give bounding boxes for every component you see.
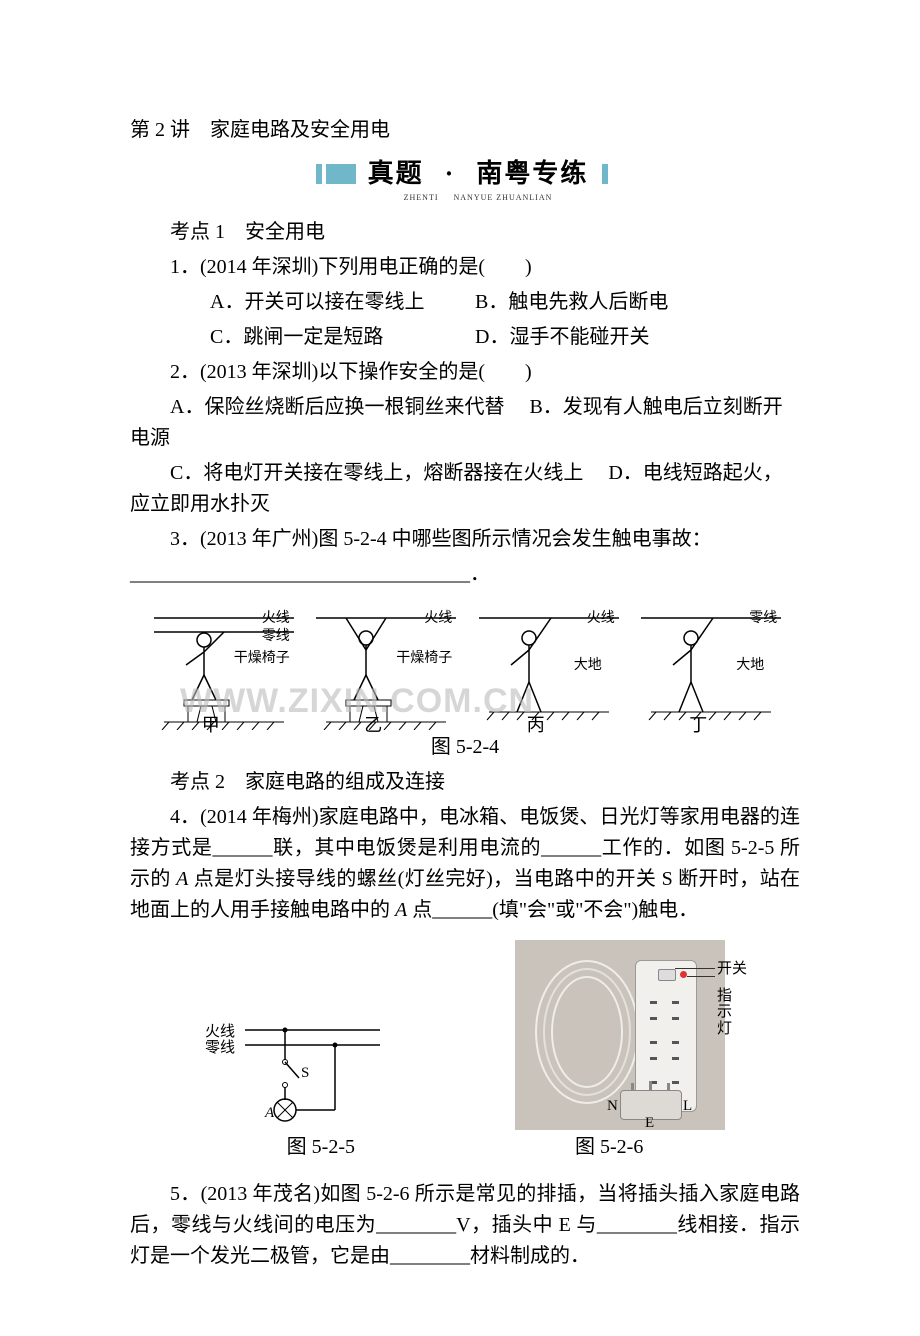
fig524-row: WWW.ZIXIN.COM.CN (130, 600, 800, 730)
banner-sub-right: NANYUE ZHUANLIAN (454, 193, 553, 202)
q4: 4．(2014 年梅州)家庭电路中，电冰箱、电饭煲、日光灯等家用电器的连接方式是… (130, 802, 800, 926)
fig525-caption: 图 5-2-5 (287, 1132, 355, 1163)
line-led (687, 976, 715, 977)
lbl-L: L (683, 1095, 692, 1118)
banner-sub-left: ZHENTI (404, 193, 439, 202)
fig-5-2-5: 火线 零线 S A (205, 990, 385, 1130)
banner: 真题 · 南粤专练 ZHENTI NANYUE ZHUANLIAN (130, 154, 800, 205)
banner-right: 南粤专练 (476, 159, 588, 188)
q1-stem: 1．(2014 年深圳)下列用电正确的是( ) (130, 252, 800, 283)
q2-C: C．将电灯开关接在零线上，熔断器接在火线上 (170, 462, 583, 484)
lbl-N: N (607, 1095, 618, 1118)
kp1: 考点 1 安全用电 (130, 217, 800, 248)
fig-5-2-4: WWW.ZIXIN.COM.CN (130, 600, 800, 763)
q1-C: C．跳闸一定是短路 (170, 322, 430, 353)
q2-A: A．保险丝烧断后应换一根铜丝来代替 (170, 396, 504, 418)
banner-left: 真题 (368, 159, 424, 188)
lecture-title: 第 2 讲 家庭电路及安全用电 (130, 115, 800, 146)
strip-switch (658, 969, 676, 981)
lbl-led: 指示灯 (717, 988, 735, 1038)
power-strip (635, 960, 697, 1112)
page: 第 2 讲 家庭电路及安全用电 真题 · 南粤专练 ZHENTI NANYUE … (0, 0, 920, 1336)
lbl-switch: 开关 (717, 958, 747, 981)
banner-sub: ZHENTI NANYUE ZHUANLIAN (360, 192, 597, 204)
q4-A1: A (176, 868, 188, 890)
q2-AB: A．保险丝烧断后应换一根铜丝来代替 B．发现有人触电后立刻断开电源 (130, 392, 800, 454)
lbl-E: E (645, 1112, 654, 1135)
label-neutral: 零线 (749, 608, 777, 630)
q4-l3: 点______(填"会"或"不会")触电． (407, 899, 698, 921)
kp2: 考点 2 家庭电路的组成及连接 (130, 767, 800, 798)
tag-ding: 丁 (689, 712, 707, 740)
label-hot: 火线 (424, 608, 452, 630)
cord-3 (551, 976, 623, 1088)
banner-text-group: 真题 · 南粤专练 ZHENTI NANYUE ZHUANLIAN (360, 154, 597, 205)
banner-dot: · (445, 154, 456, 194)
q2-CD: C．将电灯开关接在零线上，熔断器接在火线上 D．电线短路起火，应立即用水扑灭 (130, 458, 800, 520)
label-chair: 干燥椅子 (396, 648, 452, 670)
f525-neutral: 零线 (205, 1037, 235, 1060)
f525-S: S (301, 1062, 309, 1085)
fig-row-5-6: 火线 零线 S A (130, 940, 800, 1130)
fig-caption-row: 图 5-2-5 图 5-2-6 (130, 1132, 800, 1163)
q1-B: B．触电先救人后断电 (435, 287, 668, 318)
fig526-caption: 图 5-2-6 (575, 1132, 643, 1163)
q1-D: D．湿手不能碰开关 (435, 322, 649, 353)
banner-bar-right (596, 160, 614, 198)
q2-stem: 2．(2013 年深圳)以下操作安全的是( ) (130, 357, 800, 388)
q4-A2: A (395, 899, 407, 921)
label-hot: 火线 (587, 608, 615, 630)
q1-row2: C．跳闸一定是短路 D．湿手不能碰开关 (130, 322, 800, 353)
fig-5-2-6: 开关 指示灯 N L E (515, 940, 725, 1130)
label-chair: 干燥椅子 (234, 648, 290, 670)
line-switch (675, 968, 715, 969)
q1-A: A．开关可以接在零线上 (170, 287, 430, 318)
label-ground: 大地 (736, 655, 764, 677)
q1-row1: A．开关可以接在零线上 B．触电先救人后断电 (130, 287, 800, 318)
q5: 5．(2013 年茂名)如图 5-2-6 所示是常见的排插，当将插头插入家庭电路… (130, 1179, 800, 1272)
label-neutral: 零线 (262, 626, 290, 648)
f525-A: A (265, 1102, 274, 1125)
panel-ding: 零线 大地 丁 (631, 600, 786, 730)
label-ground: 大地 (574, 655, 602, 677)
q3-blank: __________________________________． (130, 559, 800, 590)
banner-bar-left (316, 160, 360, 198)
watermark: WWW.ZIXIN.COM.CN (180, 675, 534, 728)
q3-stem: 3．(2013 年广州)图 5-2-4 中哪些图所示情况会发生触电事故： (130, 524, 800, 555)
led-icon (680, 971, 687, 978)
